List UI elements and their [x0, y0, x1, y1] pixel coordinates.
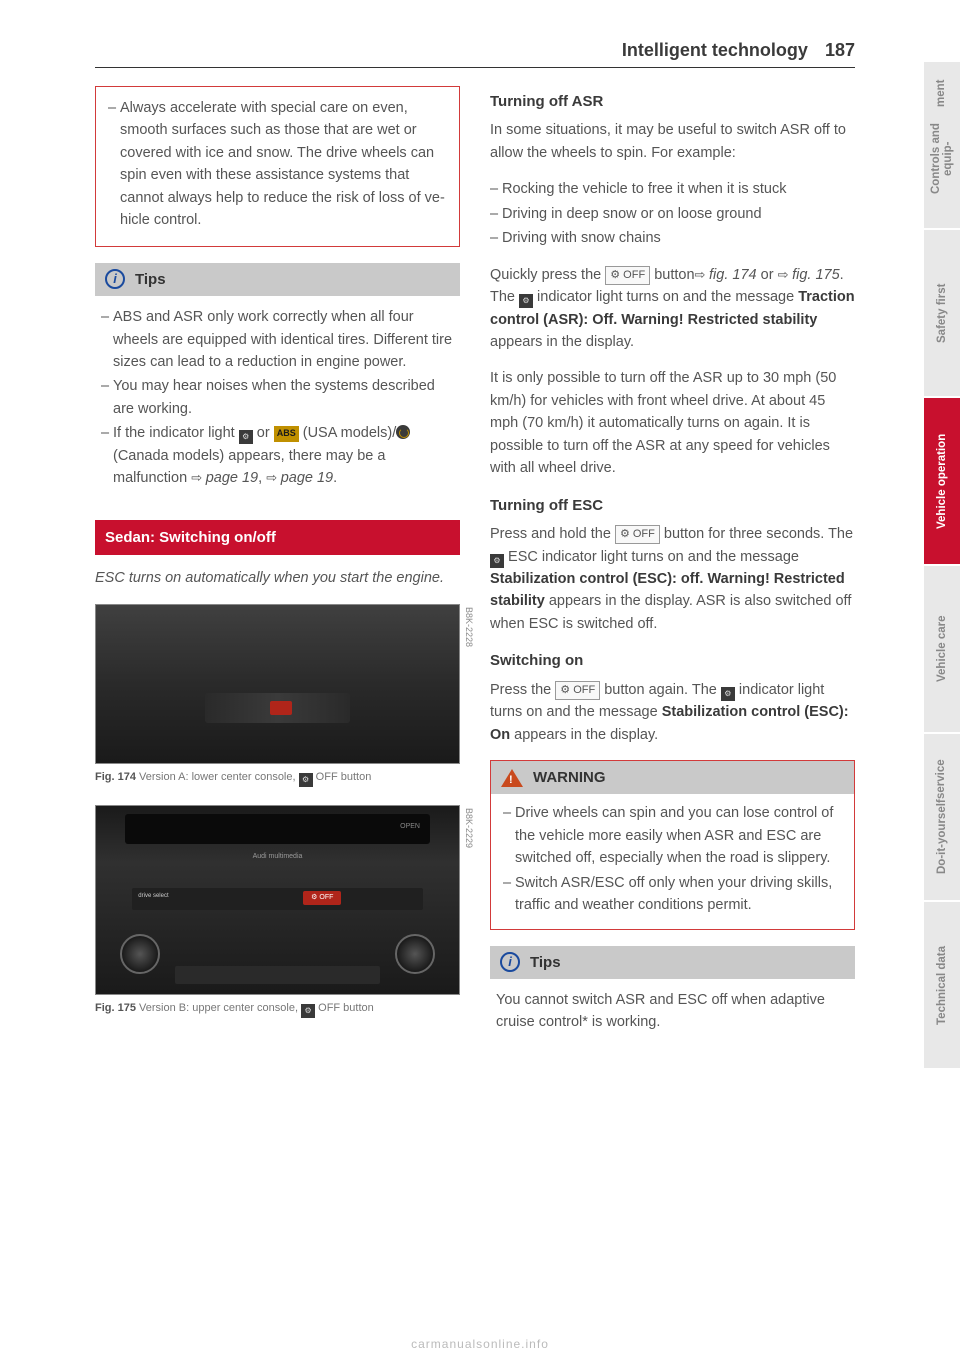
warn-1: Drive wheels can spin and you can lose c…	[515, 802, 842, 869]
off-button: ⚙ OFF	[303, 891, 341, 906]
tab-controls[interactable]: Controls and equip- ment	[924, 60, 960, 228]
esc-press: Press and hold the ⚙ OFF button for thre…	[490, 523, 855, 635]
fig-off-button	[270, 701, 292, 715]
fig-174-id: B8K-2228	[461, 607, 475, 647]
page-number: 187	[825, 40, 855, 60]
watermark: carmanualsonline.info	[411, 1337, 549, 1351]
asr-limit: It is only possible to turn off the ASR …	[490, 367, 855, 479]
mmi-label: Audi multimedia	[96, 852, 459, 863]
info-icon-2: i	[500, 952, 520, 972]
asr-b2: Driving in deep snow or on loose ground	[502, 203, 855, 225]
off-button-inline-3: ⚙ OFF	[555, 681, 600, 700]
tip-2: You may hear noises when the systems des…	[113, 375, 454, 420]
figure-174: B8K-2228	[95, 604, 460, 764]
warning-text: Always accelerate with special care on e…	[120, 97, 447, 232]
tips-label-right: Tips	[530, 951, 561, 974]
section-heading-red: Sedan: Switching on/off	[95, 520, 460, 555]
canada-icon	[396, 425, 410, 439]
tab-technical-data[interactable]: Technical data	[924, 900, 960, 1068]
esc-icon-2: ⚙	[519, 294, 533, 308]
right-column: Turning off ASR In some situations, it m…	[490, 86, 855, 1044]
tab-vehicle-care[interactable]: Vehicle care	[924, 564, 960, 732]
knob-left	[120, 934, 160, 974]
asr-b3: Driving with snow chains	[502, 227, 855, 249]
tips-label: Tips	[135, 268, 166, 291]
page-header: Intelligent technology 187	[95, 40, 855, 68]
tip-3: If the indicator light ⚙ or ABS (USA mod…	[113, 422, 454, 489]
h-switch-on: Switching on	[490, 649, 855, 672]
figure-175-caption: Fig. 175 Version B: upper center console…	[95, 1001, 460, 1018]
tab-vehicle-operation[interactable]: Vehicle operation	[924, 396, 960, 564]
tips-body: – ABS and ASR only work correctly when a…	[95, 304, 460, 502]
h-turn-off-esc: Turning off ESC	[490, 494, 855, 517]
off-button-inline: ⚙ OFF	[605, 266, 650, 285]
cd-slot: OPEN	[125, 814, 430, 844]
header-title: Intelligent technology	[622, 40, 808, 60]
esc-icon: ⚙	[239, 430, 253, 444]
tab-safety[interactable]: Safety first	[924, 228, 960, 396]
figure-175: OPEN Audi multimedia drive select ⚙ OFF …	[95, 805, 460, 995]
left-column: – Always accelerate with special care on…	[95, 86, 460, 1044]
warning-box-top: – Always accelerate with special care on…	[95, 86, 460, 247]
button-row: drive select ⚙ OFF	[132, 888, 422, 910]
h-turn-off-asr: Turning off ASR	[490, 90, 855, 113]
asr-b1: Rocking the vehicle to free it when it i…	[502, 178, 855, 200]
section-intro: ESC turns on automatically when you star…	[95, 567, 460, 589]
drive-select: drive select	[138, 892, 168, 901]
esc-off-icon-2: ⚙	[301, 1004, 315, 1018]
info-icon: i	[105, 269, 125, 289]
tip-right: You cannot switch ASR and ESC off when a…	[496, 992, 825, 1030]
knob-right	[395, 934, 435, 974]
tip-1: ABS and ASR only work correctly when all…	[113, 306, 454, 373]
tab-diy[interactable]: Do-it-yourself service	[924, 732, 960, 900]
tips-body-right: You cannot switch ASR and ESC off when a…	[490, 987, 855, 1044]
figure-174-caption: Fig. 174 Version A: lower center console…	[95, 770, 460, 787]
abs-icon: ABS	[274, 426, 299, 442]
esc-off-icon: ⚙	[299, 773, 313, 787]
esc-icon-4: ⚙	[721, 687, 735, 701]
warn-2: Switch ASR/ESC off only when your driv­i…	[515, 872, 842, 917]
warning-header: WARNING	[491, 761, 854, 794]
warning-label: WARNING	[533, 766, 606, 789]
fig-175-id: B8K-2229	[461, 808, 475, 848]
esc-icon-3: ⚙	[490, 554, 504, 568]
tips-header: i Tips	[95, 263, 460, 296]
side-tabs: Controls and equip- ment Safety first Ve…	[924, 60, 960, 1068]
warning-triangle-icon	[501, 769, 523, 787]
switch-on-p: Press the ⚙ OFF button again. The ⚙ indi…	[490, 679, 855, 746]
asr-press: Quickly press the ⚙ OFF button⇨ fig. 174…	[490, 264, 855, 354]
warning-box-right: WARNING –Drive wheels can spin and you c…	[490, 760, 855, 930]
lower-buttons	[175, 966, 380, 984]
off-button-inline-2: ⚙ OFF	[615, 525, 660, 544]
tips-header-right: i Tips	[490, 946, 855, 979]
asr-intro: In some situations, it may be useful to …	[490, 119, 855, 164]
climate-knobs	[125, 934, 430, 974]
open-label: OPEN	[400, 822, 420, 833]
